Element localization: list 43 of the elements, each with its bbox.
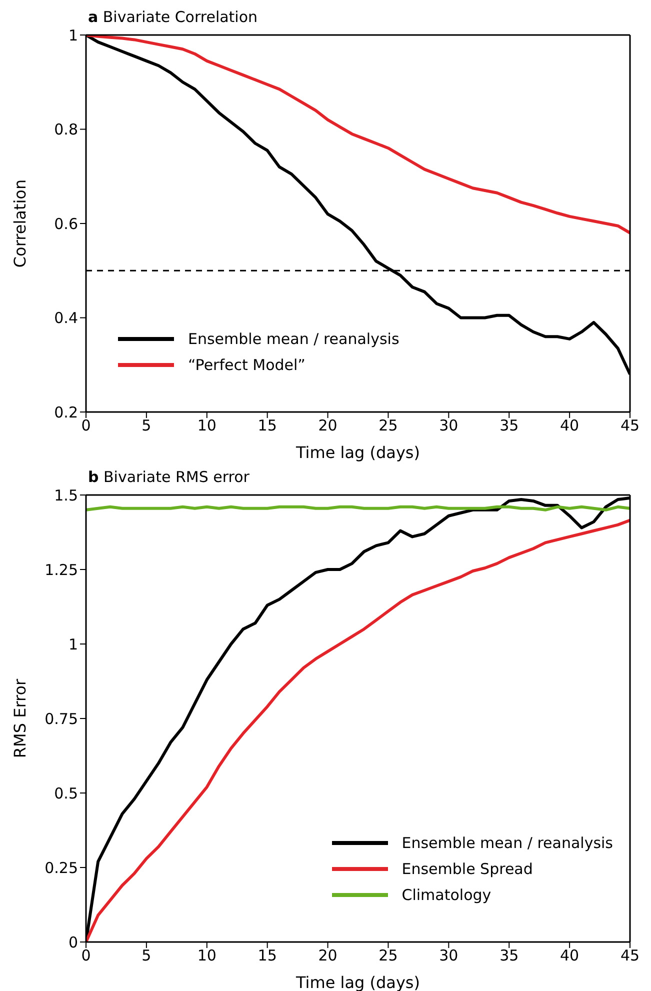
- x-tick-label: 45: [620, 416, 640, 435]
- y-tick-label: 0.25: [44, 858, 78, 877]
- y-axis-title: RMS Error: [10, 678, 30, 758]
- legend-label: Ensemble Spread: [402, 860, 533, 878]
- x-tick-label: 10: [197, 416, 216, 435]
- x-tick-label: 25: [378, 416, 398, 435]
- y-tick-label: 1.25: [44, 560, 78, 579]
- chart-title: b Bivariate RMS error: [87, 468, 250, 488]
- y-tick-label: 0.75: [44, 710, 78, 728]
- y-tick-label: 0.2: [54, 403, 78, 422]
- y-tick-label: 1: [68, 635, 78, 654]
- x-tick-label: 0: [81, 946, 91, 965]
- x-tick-label: 25: [378, 946, 398, 965]
- y-tick-label: 1: [68, 26, 78, 44]
- x-tick-label: 35: [500, 946, 519, 965]
- legend-label: Ensemble mean / reanalysis: [402, 834, 613, 852]
- chart-title: a Bivariate Correlation: [87, 8, 259, 28]
- x-tick-label: 20: [318, 946, 338, 965]
- y-tick-label: 0: [68, 933, 78, 952]
- x-tick-label: 30: [439, 416, 458, 435]
- x-tick-label: 0: [81, 416, 91, 435]
- legend-label: Ensemble mean / reanalysis: [188, 330, 400, 348]
- x-tick-label: 45: [620, 946, 640, 965]
- legend-label: Climatology: [402, 886, 492, 904]
- x-tick-label: 5: [142, 946, 152, 965]
- legend-label: “Perfect Model”: [188, 356, 306, 374]
- x-tick-label: 15: [258, 416, 277, 435]
- x-axis-title: Time lag (days): [295, 443, 420, 462]
- x-tick-label: 40: [560, 946, 580, 965]
- x-tick-label: 40: [560, 416, 580, 435]
- y-tick-label: 0.4: [54, 309, 78, 328]
- y-tick-label: 1.5: [54, 486, 78, 504]
- x-axis-title: Time lag (days): [295, 973, 420, 991]
- y-tick-label: 0.8: [54, 120, 78, 139]
- x-tick-label: 15: [258, 946, 277, 965]
- y-tick-label: 0.5: [54, 784, 78, 802]
- y-tick-label: 0.6: [54, 214, 78, 233]
- x-tick-label: 30: [439, 946, 458, 965]
- x-tick-label: 5: [142, 416, 152, 435]
- x-tick-label: 20: [318, 416, 338, 435]
- x-tick-label: 35: [500, 416, 519, 435]
- x-tick-label: 10: [197, 946, 216, 965]
- y-axis-title: Correlation: [10, 179, 30, 268]
